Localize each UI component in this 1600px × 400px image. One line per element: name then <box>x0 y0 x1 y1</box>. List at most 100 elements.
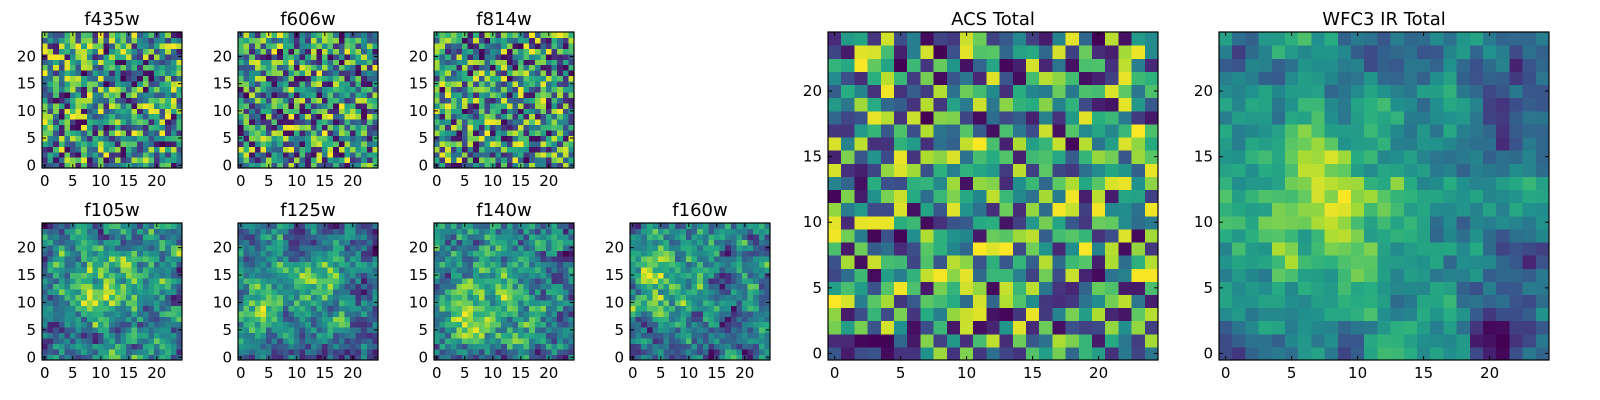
heatmap-cell <box>495 299 502 306</box>
heatmap-cell <box>243 124 250 131</box>
heatmap-cell <box>680 349 687 356</box>
heatmap-cell <box>674 349 681 356</box>
heatmap-cell <box>484 272 491 279</box>
heatmap-cell <box>47 37 54 44</box>
heatmap-cell <box>702 266 709 273</box>
heatmap-cell <box>294 349 301 356</box>
heatmap-cell <box>557 316 564 323</box>
heatmap-cell <box>58 157 65 164</box>
heatmap-cell <box>456 86 463 93</box>
heatmap-cell <box>490 37 497 44</box>
heatmap-cell <box>42 288 49 295</box>
heatmap-cell <box>1078 189 1093 204</box>
heatmap-cell <box>366 294 373 301</box>
heatmap-cell <box>109 283 116 290</box>
heatmap-cell <box>1118 215 1133 230</box>
heatmap-cell <box>512 250 519 257</box>
heatmap-cell <box>142 102 149 109</box>
heatmap-cell <box>568 266 575 273</box>
heatmap-cell <box>142 327 149 334</box>
heatmap-cell <box>344 294 351 301</box>
heatmap-cell <box>1131 241 1146 256</box>
heatmap-cell <box>484 332 491 339</box>
heatmap-cell <box>254 283 261 290</box>
heatmap-cell <box>316 140 323 147</box>
heatmap-cell <box>294 70 301 77</box>
heatmap-cell <box>176 233 183 241</box>
heatmap-cell <box>484 305 491 312</box>
heatmap-cell <box>165 140 172 147</box>
heatmap-cell <box>523 75 530 82</box>
heatmap-cell <box>478 228 485 235</box>
heatmap-cell <box>725 327 732 334</box>
heatmap-cell <box>736 338 743 345</box>
heatmap-cell <box>361 294 368 301</box>
heatmap-cell <box>58 277 65 284</box>
heatmap-cell <box>355 146 362 153</box>
heatmap-cell <box>322 129 329 136</box>
heatmap-cell <box>47 162 54 169</box>
heatmap-cell <box>338 228 345 235</box>
heatmap-cell <box>652 277 659 284</box>
heatmap-cell <box>170 327 177 334</box>
heatmap-cell <box>277 102 284 109</box>
heatmap-cell <box>758 332 765 339</box>
heatmap-cell <box>946 255 961 269</box>
heatmap-cell <box>92 283 99 290</box>
heatmap-cell <box>462 244 469 251</box>
heatmap-cell <box>450 97 457 104</box>
heatmap-cell <box>148 343 155 350</box>
heatmap-cell <box>534 310 541 317</box>
heatmap-cell <box>310 102 317 109</box>
heatmap-cell <box>495 327 502 334</box>
heatmap-cell <box>64 283 71 290</box>
heatmap-cell <box>680 244 687 251</box>
heatmap-cell <box>47 343 54 350</box>
heatmap-cell <box>288 250 295 257</box>
heatmap-cell <box>131 53 138 60</box>
heatmap-cell <box>551 321 558 328</box>
heatmap-cell <box>361 305 368 312</box>
heatmap-cell <box>327 338 334 345</box>
heatmap-cell <box>506 37 513 44</box>
heatmap-cell <box>165 272 172 279</box>
heatmap-cell <box>841 307 855 322</box>
heatmap-cell <box>529 327 536 334</box>
heatmap-cell <box>562 327 569 334</box>
heatmap-cell <box>266 59 273 66</box>
heatmap-cell <box>288 80 295 87</box>
heatmap-cell <box>462 261 469 268</box>
heatmap-cell <box>546 239 553 246</box>
heatmap-cell <box>518 332 525 339</box>
heatmap-cell <box>562 272 569 279</box>
heatmap-cell <box>1052 241 1067 256</box>
heatmap-cell <box>92 119 99 126</box>
heatmap-cell <box>562 239 569 246</box>
heatmap-cell <box>288 91 295 98</box>
heatmap-cell <box>1092 163 1106 177</box>
heatmap-cell <box>148 223 155 230</box>
heatmap-cell <box>473 80 480 87</box>
heatmap-cell <box>333 294 340 301</box>
heatmap-cell <box>142 108 149 115</box>
heatmap-cell <box>338 86 345 93</box>
heatmap-cell <box>450 48 457 55</box>
heatmap-cell <box>266 299 273 306</box>
heatmap-cell <box>238 64 245 71</box>
x-tick-label: 15 <box>119 172 138 190</box>
heatmap-cell <box>557 354 564 361</box>
heatmap-cell <box>495 53 502 60</box>
heatmap-cell <box>467 140 474 147</box>
heatmap-cell <box>841 346 855 361</box>
heatmap-cell <box>1078 281 1093 295</box>
heatmap-cell <box>736 316 743 323</box>
heatmap-cell <box>333 316 340 323</box>
heatmap-cell <box>266 108 273 115</box>
heatmap-cell <box>562 102 569 109</box>
heatmap-cell <box>316 157 323 164</box>
heatmap-cell <box>523 86 530 93</box>
axes-frame <box>41 222 183 361</box>
heatmap-cell <box>462 108 469 115</box>
heatmap-cell <box>53 272 60 279</box>
heatmap-cell <box>490 327 497 334</box>
